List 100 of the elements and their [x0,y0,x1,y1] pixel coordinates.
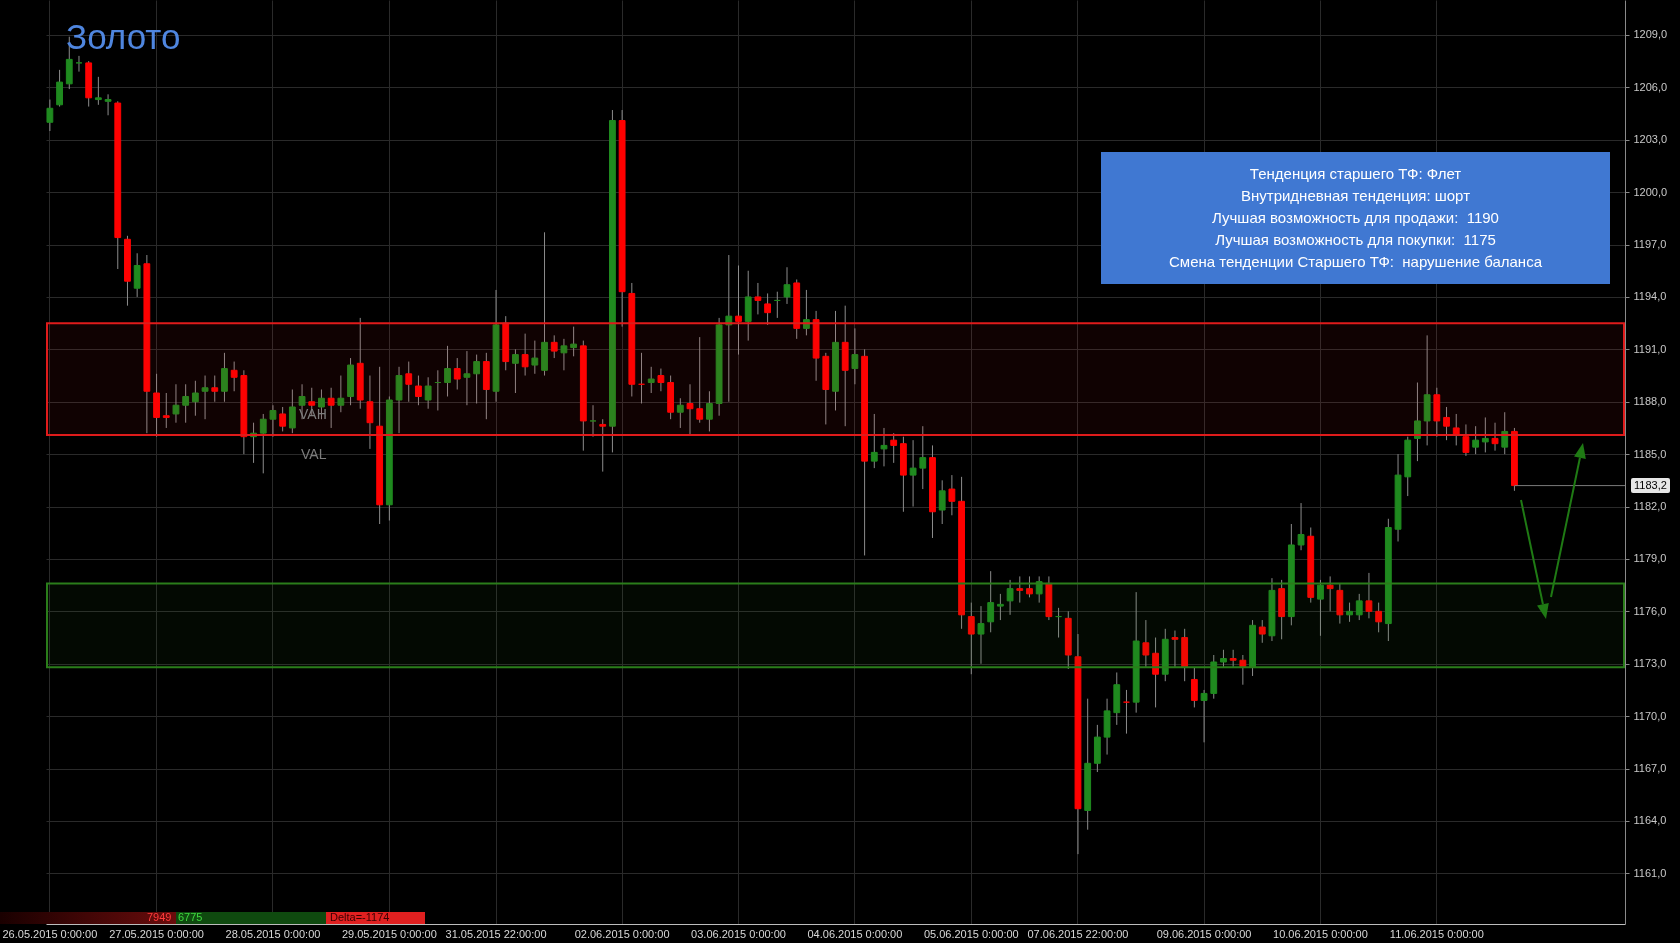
candlestick [162,392,170,429]
candlestick [230,361,238,392]
candlestick [1346,602,1353,623]
candlestick [1200,689,1208,743]
candlestick [337,375,345,413]
y-tick-label: 1188,0 [1633,395,1667,408]
candlestick [221,352,228,403]
candlestick [1317,579,1324,637]
y-tick-label: 1173,0 [1633,657,1667,670]
candlestick [657,368,665,392]
candlestick [1035,575,1043,604]
candlestick [676,397,684,429]
y-tick-label: 1203,0 [1633,133,1668,146]
candlestick [802,289,810,336]
x-tick-label: 10.06.2015 0:00:00 [1273,927,1368,940]
x-tick-label: 11.06.2015 0:00:00 [1389,927,1484,940]
y-tick-label: 1161,0 [1633,866,1667,879]
annotation: 7949 [147,911,172,924]
annotation: VAL [301,446,327,462]
x-tick-label: 27.05.2015 0:00:00 [109,927,204,940]
candlestick [696,336,704,424]
candlestick [560,338,568,371]
candlestick [948,474,956,516]
candlestick [890,432,898,464]
candlestick [909,439,917,508]
candlestick [1297,502,1305,551]
y-tick-label: 1182,0 [1633,500,1667,513]
candlestick [201,375,209,420]
candlestick [327,387,335,429]
y-tick-label: 1200,0 [1633,185,1668,198]
candlestick [599,418,607,473]
candlestick [1462,423,1470,457]
candlestick [75,55,83,73]
candlestick [191,380,199,417]
candlestick [46,99,54,132]
candlestick [1006,579,1014,616]
candlestick [996,593,1004,621]
annotation: 6775 [178,911,203,924]
candlestick [570,326,578,357]
candlestick [870,413,878,469]
candlestick [463,350,471,406]
x-tick-label: 26.05.2015 0:00:00 [2,927,98,940]
y-tick-label: 1185,0 [1633,447,1667,460]
x-tick-label: 03.06.2015 0:00:00 [691,927,786,940]
candlestick [405,361,413,403]
candlestick [531,340,539,375]
candlestick [1472,425,1480,455]
candlestick [938,479,946,525]
x-tick-label: 02.06.2015 0:00:00 [574,927,670,940]
x-tick-label: 09.06.2015 0:00:00 [1156,927,1252,940]
candlestick [550,334,558,359]
y-tick-label: 1179,0 [1633,552,1667,565]
candlestick [1326,575,1334,612]
candlestick [783,266,791,305]
candlestick [977,605,985,665]
ref-line-label: 1183,2 [1631,477,1670,493]
y-tick-label: 1170,0 [1633,709,1667,722]
candlestick [269,404,277,438]
candlestick [967,602,975,675]
x-tick-label: 05.06.2015 0:00:00 [923,927,1019,940]
candlestick [104,93,112,116]
annotation: Тенденция старшего ТФ: Флет [1249,165,1462,182]
candlestick [172,383,180,424]
candlestick [880,427,888,467]
candlestick [987,570,995,633]
x-tick-label: 28.05.2015 0:00:00 [225,927,321,940]
candlestick [1142,619,1150,668]
candlestick [453,357,461,391]
candlestick [1443,406,1450,441]
candlestick [279,406,287,432]
candlestick [444,345,451,397]
candlestick [424,376,432,410]
x-tick-label: 31.05.2015 22:00:00 [445,927,547,940]
candlestick [182,383,190,424]
text: Золото [66,17,181,56]
candlestick [211,375,219,403]
candlestick [1152,637,1159,708]
candlestick [366,375,374,450]
candlestick [1414,382,1421,462]
candlestick [754,282,762,315]
candlestick [686,383,694,436]
candlestick [735,265,742,356]
y-tick-label: 1194,0 [1633,290,1667,303]
candlestick [521,333,529,377]
annotation: Внутридневная тенденция: шорт [1240,187,1471,204]
annotation: Лучшая возможность для продажи: 1190 [1212,209,1499,226]
candlestick [1365,572,1373,619]
candlestick [1375,602,1383,633]
candlestick [1481,416,1489,453]
candlestick [259,413,267,474]
candlestick [250,422,257,464]
y-tick-label: 1164,0 [1633,814,1667,827]
candlestick [764,292,772,326]
candlestick [512,348,519,394]
candlestick [589,404,597,438]
candlestick [56,69,63,108]
candlestick [1190,666,1198,708]
annotation: Смена тенденции Старшего ТФ: нарушение баланса [1169,253,1542,270]
x-tick-label: 07.06.2015 22:00:00 [1027,927,1129,940]
candlestick [1355,593,1363,621]
